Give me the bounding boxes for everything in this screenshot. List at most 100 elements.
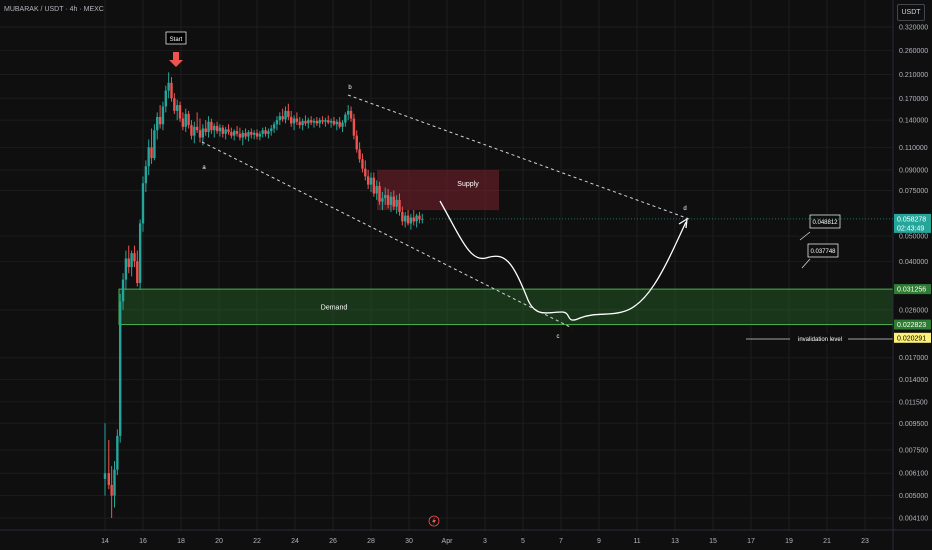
candle-body bbox=[247, 132, 250, 137]
start-arrow-icon bbox=[169, 52, 183, 67]
candle-body bbox=[195, 126, 199, 131]
candle-body bbox=[278, 116, 281, 121]
candle-body bbox=[312, 120, 316, 123]
callout-box-2 bbox=[807, 243, 839, 258]
candle-body bbox=[184, 113, 187, 127]
candle-body bbox=[386, 195, 390, 205]
y-tick-label: 0.007500 bbox=[899, 447, 928, 454]
candle-body bbox=[215, 125, 219, 132]
candle-body bbox=[190, 125, 193, 136]
candle-body bbox=[421, 218, 424, 220]
channel-line-upper bbox=[347, 94, 693, 221]
x-tick-label: 19 bbox=[785, 538, 793, 545]
candle-body bbox=[404, 215, 407, 222]
x-tick-label: 28 bbox=[367, 538, 375, 545]
x-tick-label: 15 bbox=[709, 538, 717, 545]
candle-body bbox=[178, 105, 182, 119]
y-tick-label: 0.006100 bbox=[899, 471, 928, 478]
candle-body bbox=[164, 90, 167, 107]
candle-body bbox=[110, 484, 113, 496]
y-tick-label: 0.017000 bbox=[899, 355, 928, 362]
candle-body bbox=[338, 121, 341, 127]
price-tag-label: 0.058278 bbox=[897, 216, 926, 223]
candle-body bbox=[344, 114, 347, 123]
x-tick-label: 7 bbox=[559, 538, 563, 545]
y-tick-label: 0.210000 bbox=[899, 72, 928, 79]
candle-body bbox=[136, 261, 139, 283]
candle-body bbox=[384, 195, 387, 199]
candle-body bbox=[358, 149, 361, 160]
candle-body bbox=[258, 133, 262, 137]
candle-body bbox=[187, 113, 190, 126]
x-tick-label: 21 bbox=[823, 538, 831, 545]
candle-body bbox=[389, 196, 393, 205]
x-tick-label: 24 bbox=[291, 538, 299, 545]
candle-body bbox=[116, 435, 119, 470]
candle-body bbox=[161, 106, 165, 125]
candle-body bbox=[307, 120, 310, 124]
projection-path bbox=[439, 200, 687, 321]
x-tick-label: 11 bbox=[633, 538, 640, 545]
price-tag-box bbox=[894, 284, 931, 295]
x-tick-label: 20 bbox=[215, 538, 223, 545]
x-tick-label: 22 bbox=[253, 538, 261, 545]
y-tick-label: 0.004100 bbox=[899, 516, 928, 523]
candle-body bbox=[255, 132, 259, 137]
x-tick-label: 26 bbox=[329, 538, 337, 545]
countdown-label: 02:43:49 bbox=[897, 225, 924, 232]
candle-body bbox=[150, 147, 153, 159]
candle-body bbox=[369, 177, 373, 185]
candle-body bbox=[321, 120, 324, 122]
y-tick-label: 0.011500 bbox=[899, 399, 928, 406]
candle-body bbox=[252, 132, 256, 135]
invalidation-label: invalidation level bbox=[798, 337, 842, 343]
price-tags: 0.058278 02:43:49 0.031256 0.022823 0.020291 bbox=[430, 213, 931, 343]
callout-box-1 bbox=[809, 214, 841, 229]
candle-body bbox=[398, 199, 401, 212]
candle-body bbox=[210, 121, 213, 131]
wave-label-a: a bbox=[202, 165, 206, 171]
candle-body bbox=[207, 121, 210, 133]
candle-body bbox=[309, 120, 313, 123]
candle-body bbox=[332, 120, 336, 125]
candle-body bbox=[287, 110, 290, 117]
candle-body bbox=[341, 122, 344, 127]
candle-body bbox=[201, 128, 205, 138]
candle-body bbox=[121, 279, 125, 302]
price-tag-label: 0.031256 bbox=[897, 287, 926, 294]
candle-body bbox=[138, 223, 142, 283]
candle-body bbox=[103, 473, 107, 479]
candle-body bbox=[107, 473, 110, 485]
callout-pointer-2 bbox=[801, 258, 811, 269]
candle-body bbox=[173, 98, 176, 111]
candle-body bbox=[335, 121, 338, 125]
candle-body bbox=[156, 116, 159, 131]
x-tick-label: 14 bbox=[101, 538, 109, 545]
price-axis[interactable]: 0.320000 0.260000 0.210000 0.170000 0.140000… bbox=[892, 0, 928, 550]
x-tick-label: Apr bbox=[442, 538, 454, 545]
wave-label-b: b bbox=[348, 85, 352, 91]
y-tick-label: 0.320000 bbox=[899, 25, 928, 32]
candle-body bbox=[153, 130, 156, 159]
candle-body bbox=[401, 211, 404, 222]
candle-body bbox=[292, 118, 296, 124]
candle-body bbox=[275, 120, 279, 125]
candle-body bbox=[213, 125, 216, 131]
currency-label: USDT bbox=[901, 9, 921, 16]
candle-body bbox=[392, 196, 395, 207]
candle-body bbox=[267, 131, 270, 134]
candle-body bbox=[381, 198, 384, 202]
candle-body bbox=[224, 129, 227, 134]
time-axis[interactable]: 14 16 18 20 22 24 26 28 30 Apr 3 5 7 9 11 13 15 17 19 21 23 bbox=[0, 529, 932, 545]
price-tag-label: 0.020291 bbox=[897, 335, 926, 342]
candle-body bbox=[130, 253, 133, 268]
candle-body bbox=[119, 301, 122, 436]
candle-body bbox=[304, 120, 307, 124]
candle-body bbox=[244, 132, 247, 137]
candle-body bbox=[176, 105, 179, 111]
candle-body bbox=[298, 121, 301, 126]
candle-body bbox=[284, 110, 287, 120]
candle-body bbox=[301, 120, 304, 126]
currency-button[interactable]: USDT bbox=[897, 4, 925, 21]
